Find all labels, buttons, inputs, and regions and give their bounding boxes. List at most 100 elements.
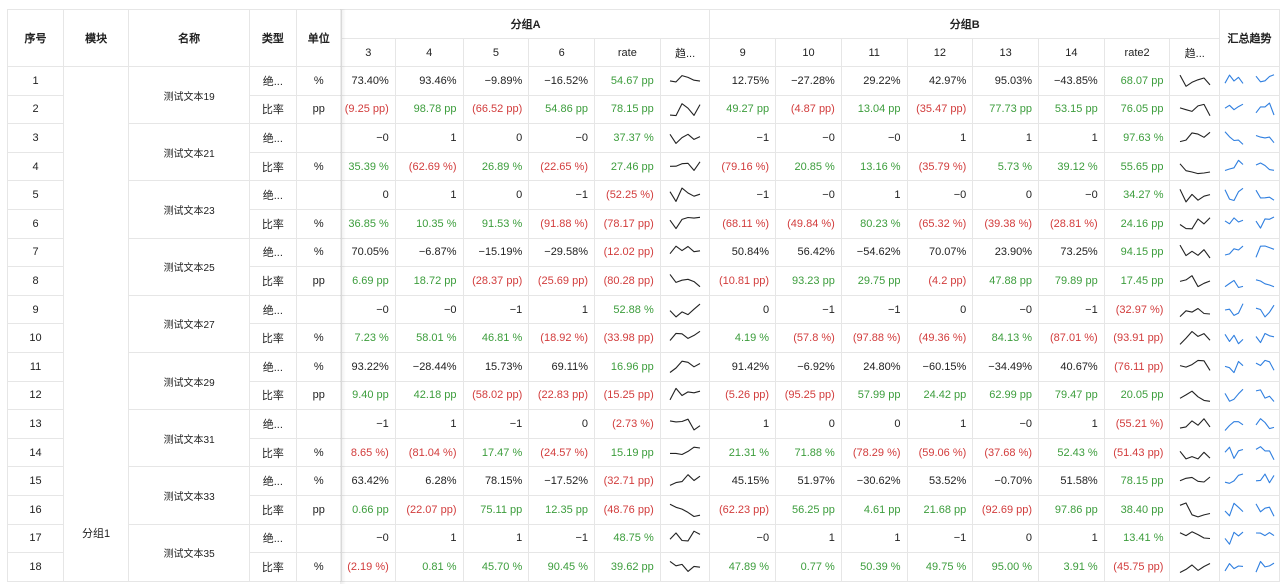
- table-row[interactable]: 11 测试文本29 绝...% 93.22% −28.44% 15.73% 69.11% 16…: [6, 351, 1280, 411]
- value-cell[interactable]: 0: [972, 523, 1040, 554]
- value-cell[interactable]: 3.91 %: [1038, 552, 1105, 582]
- value-cell[interactable]: 58.01 %: [394, 323, 464, 353]
- rate-cell[interactable]: 15.19 pp: [594, 437, 661, 468]
- value-cell[interactable]: −29.58%: [528, 237, 595, 268]
- value-cell[interactable]: (49.36 %): [906, 323, 974, 353]
- table-row[interactable]: 18 比率% (2.19 %) 0.81 % 45.70 % 90.45 % 39.62 p…: [6, 552, 1280, 582]
- rate-cell[interactable]: (78.17 pp): [594, 208, 661, 239]
- value-cell[interactable]: 79.89 pp: [1038, 266, 1105, 296]
- value-cell[interactable]: 91.53 %: [462, 208, 530, 239]
- header-group-a[interactable]: 分组A: [340, 9, 711, 39]
- value-cell[interactable]: 0: [775, 409, 842, 439]
- value-cell[interactable]: −30.62%: [840, 466, 908, 496]
- value-cell[interactable]: −0: [906, 180, 974, 210]
- column-header[interactable]: rate: [594, 38, 661, 67]
- value-cell[interactable]: −0.70%: [972, 466, 1040, 496]
- rate-cell[interactable]: (32.71 pp): [594, 466, 661, 496]
- header-group-b[interactable]: 分组B: [709, 9, 1221, 39]
- value-cell[interactable]: 70.05%: [340, 237, 396, 268]
- value-cell[interactable]: 1: [709, 409, 777, 439]
- rate-cell[interactable]: 55.65 pp: [1103, 151, 1171, 182]
- value-cell[interactable]: 73.25%: [1038, 237, 1105, 268]
- value-cell[interactable]: 0: [906, 294, 974, 325]
- value-cell[interactable]: 95.03%: [972, 66, 1040, 96]
- rate-cell[interactable]: 39.62 pp: [594, 552, 661, 582]
- value-cell[interactable]: 8.65 %): [340, 437, 396, 468]
- value-cell[interactable]: 18.72 pp: [394, 266, 464, 296]
- value-cell[interactable]: 1: [528, 294, 595, 325]
- value-cell[interactable]: 53.15 pp: [1038, 94, 1105, 125]
- table-row[interactable]: 10 比率% 7.23 % 58.01 % 46.81 % (18.92 %) (33.98…: [6, 323, 1280, 353]
- value-cell[interactable]: −1: [462, 409, 530, 439]
- value-cell[interactable]: −60.15%: [906, 351, 974, 382]
- value-cell[interactable]: −28.44%: [394, 351, 464, 382]
- rate-cell[interactable]: 52.88 %: [594, 294, 661, 325]
- value-cell[interactable]: 45.70 %: [462, 552, 530, 582]
- rate-cell[interactable]: (76.11 pp): [1103, 351, 1171, 382]
- value-cell[interactable]: 0.77 %: [775, 552, 842, 582]
- table-row[interactable]: 17 测试文本35 绝... −0 1 1 −1 48.75 % −0 1 1 −1 0 1 13.41 %: [6, 523, 1280, 582]
- rate-cell[interactable]: 78.15 pp: [1103, 466, 1171, 496]
- value-cell[interactable]: −0: [775, 180, 842, 210]
- column-header[interactable]: 10: [775, 38, 842, 67]
- value-cell[interactable]: 51.97%: [775, 466, 842, 496]
- value-cell[interactable]: 1: [394, 180, 464, 210]
- value-cell[interactable]: (9.25 pp): [340, 94, 396, 125]
- value-cell[interactable]: −0: [340, 123, 396, 153]
- value-cell[interactable]: 1: [394, 409, 464, 439]
- value-cell[interactable]: (97.88 %): [840, 323, 908, 353]
- value-cell[interactable]: 15.73%: [462, 351, 530, 382]
- table-row[interactable]: 5 测试文本23 绝... 0 1 0 −1 (52.25 %) −1 −0 1 −0 0 −0 34.27…: [6, 180, 1280, 239]
- column-header[interactable]: 趋...: [1169, 38, 1221, 67]
- header-seq[interactable]: 序号: [6, 9, 65, 67]
- value-cell[interactable]: (2.19 %): [340, 552, 396, 582]
- value-cell[interactable]: 0: [709, 294, 777, 325]
- value-cell[interactable]: 90.45 %: [528, 552, 595, 582]
- value-cell[interactable]: −15.19%: [462, 237, 530, 268]
- rate-cell[interactable]: 94.15 pp: [1103, 237, 1171, 268]
- value-cell[interactable]: (28.37 pp): [462, 266, 530, 296]
- value-cell[interactable]: −0: [394, 294, 464, 325]
- value-cell[interactable]: (35.79 %): [906, 151, 974, 182]
- value-cell[interactable]: −0: [972, 409, 1040, 439]
- value-cell[interactable]: −6.92%: [775, 351, 842, 382]
- value-cell[interactable]: 1: [840, 523, 908, 554]
- value-cell[interactable]: −1: [528, 180, 595, 210]
- value-cell[interactable]: (65.32 %): [906, 208, 974, 239]
- value-cell[interactable]: 1: [1038, 123, 1105, 153]
- value-cell[interactable]: −1: [462, 294, 530, 325]
- value-cell[interactable]: 1: [462, 523, 530, 554]
- rate-cell[interactable]: (15.25 pp): [594, 380, 661, 411]
- column-header[interactable]: rate2: [1103, 38, 1171, 67]
- value-cell[interactable]: 52.43 %: [1038, 437, 1105, 468]
- value-cell[interactable]: 71.88 %: [775, 437, 842, 468]
- value-cell[interactable]: 1: [840, 180, 908, 210]
- value-cell[interactable]: (28.81 %): [1038, 208, 1105, 239]
- value-cell[interactable]: 23.90%: [972, 237, 1040, 268]
- value-cell[interactable]: 0: [972, 180, 1040, 210]
- rate-cell[interactable]: 16.96 pp: [594, 351, 661, 382]
- value-cell[interactable]: 9.40 pp: [340, 380, 396, 411]
- value-cell[interactable]: 6.28%: [394, 466, 464, 496]
- value-cell[interactable]: (4.87 pp): [775, 94, 842, 125]
- table-row[interactable]: 6 比率% 36.85 % 10.35 % 91.53 % (91.88 %) (78.17…: [6, 208, 1280, 239]
- value-cell[interactable]: 45.15%: [709, 466, 777, 496]
- value-cell[interactable]: 1: [906, 409, 974, 439]
- value-cell[interactable]: −54.62%: [840, 237, 908, 268]
- value-cell[interactable]: (81.04 %): [394, 437, 464, 468]
- rate-cell[interactable]: 24.16 pp: [1103, 208, 1171, 239]
- value-cell[interactable]: −0: [775, 123, 842, 153]
- value-cell[interactable]: −1: [528, 523, 595, 554]
- value-cell[interactable]: 0: [462, 180, 530, 210]
- rate-cell[interactable]: 54.67 pp: [594, 66, 661, 96]
- rate-cell[interactable]: (51.43 pp): [1103, 437, 1171, 468]
- value-cell[interactable]: (22.65 %): [528, 151, 595, 182]
- value-cell[interactable]: (22.07 pp): [394, 494, 464, 525]
- table-row[interactable]: 7 测试文本25 绝...% 70.05% −6.87% −15.19% −29.58% (1…: [6, 237, 1280, 296]
- value-cell[interactable]: −1: [840, 294, 908, 325]
- value-cell[interactable]: 47.89 %: [709, 552, 777, 582]
- table-row[interactable]: 13 测试文本31 绝... −1 1 −1 0 (2.73 %) 1 0 0 1 −0 1 (55.21 …: [6, 409, 1280, 468]
- column-header[interactable]: 5: [462, 38, 530, 67]
- value-cell[interactable]: 13.16 %: [840, 151, 908, 182]
- value-cell[interactable]: 93.23 pp: [775, 266, 842, 296]
